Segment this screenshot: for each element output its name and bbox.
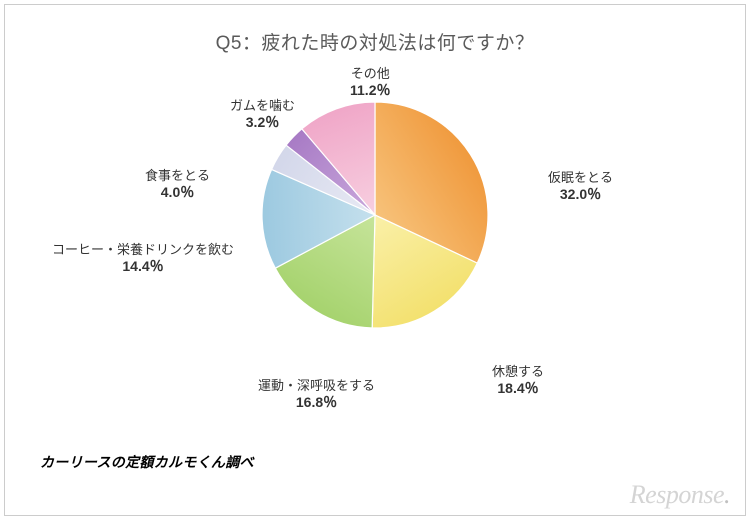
slice-label-pct: 18.4％ xyxy=(492,380,544,398)
slice-label-name: コーヒー・栄養ドリンクを飲む xyxy=(52,242,234,258)
watermark-dot: . xyxy=(724,480,730,509)
chart-title: Q5：疲れた時の対処法は何ですか？ xyxy=(0,28,750,55)
watermark: Response. xyxy=(630,480,730,510)
slice-label-name: 休憩する xyxy=(492,364,544,380)
slice-label-name: 食事をとる xyxy=(145,168,210,184)
slice-label-name: ガムを噛む xyxy=(230,98,295,114)
slice-label-4: 食事をとる4.0％ xyxy=(145,168,210,202)
slice-label-name: その他 xyxy=(350,66,390,82)
credit-text: カーリースの定額カルモくん調べ xyxy=(40,452,254,472)
slice-label-1: 休憩する18.4％ xyxy=(492,364,544,398)
slice-label-pct: 14.4％ xyxy=(52,258,234,276)
slice-label-5: ガムを噛む3.2％ xyxy=(230,98,295,132)
slice-label-2: 運動・深呼吸をする16.8％ xyxy=(258,378,375,412)
pie-chart xyxy=(260,100,490,330)
slice-label-name: 運動・深呼吸をする xyxy=(258,378,375,394)
watermark-text: Response xyxy=(630,480,724,509)
slice-label-3: コーヒー・栄養ドリンクを飲む14.4％ xyxy=(52,242,234,276)
slice-label-0: 仮眠をとる32.0％ xyxy=(548,170,613,204)
slice-label-pct: 32.0％ xyxy=(548,186,613,204)
slice-label-6: その他11.2％ xyxy=(350,66,390,100)
slice-label-pct: 16.8％ xyxy=(258,394,375,412)
slice-label-pct: 11.2％ xyxy=(350,82,390,100)
slice-label-pct: 3.2％ xyxy=(230,114,295,132)
slice-label-pct: 4.0％ xyxy=(145,184,210,202)
slice-label-name: 仮眠をとる xyxy=(548,170,613,186)
